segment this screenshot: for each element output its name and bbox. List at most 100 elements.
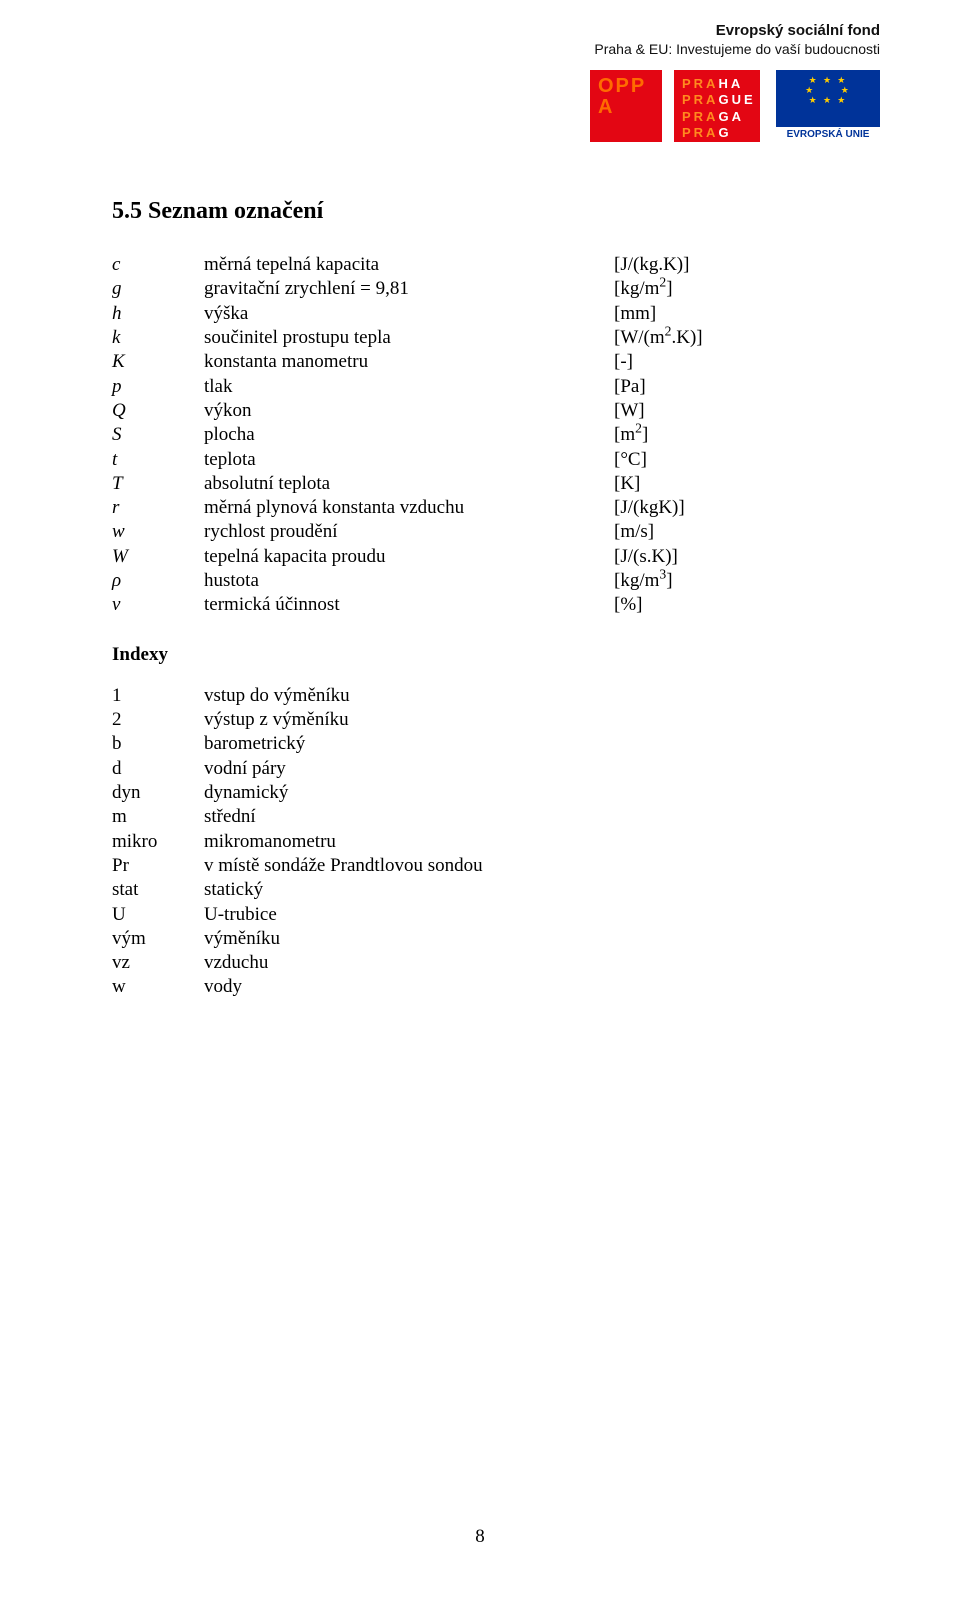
page-number: 8 — [0, 1526, 960, 1548]
symbol-row: hvýška[mm] — [112, 302, 703, 326]
index-symbol: U — [112, 903, 204, 927]
praha-l3b: GA — [718, 109, 744, 124]
index-desc: statický — [204, 878, 483, 902]
symbol-row: wrychlost proudění[m/s] — [112, 520, 703, 544]
index-row: UU-trubice — [112, 903, 483, 927]
symbols-table: cměrná tepelná kapacita[J/(kg.K)]ggravit… — [112, 253, 703, 618]
symbol-row: Wtepelná kapacita proudu[J/(s.K)] — [112, 545, 703, 569]
index-desc: mikromanometru — [204, 830, 483, 854]
index-desc: barometrický — [204, 732, 483, 756]
index-symbol: b — [112, 732, 204, 756]
symbol-desc: měrná plynová konstanta vzduchu — [204, 496, 614, 520]
symbol-unit: [-] — [614, 350, 703, 374]
praha-l2b: GUE — [718, 92, 755, 107]
symbol-row: tteplota[°C] — [112, 448, 703, 472]
index-row: dvodní páry — [112, 757, 483, 781]
index-symbol: m — [112, 805, 204, 829]
eu-label: EVROPSKÁ UNIE — [776, 127, 880, 142]
symbol-cell: S — [112, 423, 204, 447]
symbol-unit: [W/(m2.K)] — [614, 326, 703, 350]
index-symbol: Pr — [112, 854, 204, 878]
symbol-unit: [mm] — [614, 302, 703, 326]
symbol-unit: [m2] — [614, 423, 703, 447]
symbol-cell: k — [112, 326, 204, 350]
opp-logo-line-1: OPP — [598, 76, 654, 97]
index-row: wvody — [112, 975, 483, 999]
symbol-desc: měrná tepelná kapacita — [204, 253, 614, 277]
section-title: 5.5 Seznam označení — [112, 198, 880, 225]
symbol-cell: Q — [112, 399, 204, 423]
index-desc: výstup z výměníku — [204, 708, 483, 732]
symbol-unit: [kg/m2] — [614, 277, 703, 301]
index-row: mikromikromanometru — [112, 830, 483, 854]
symbol-unit: [m/s] — [614, 520, 703, 544]
praha-l3a: PRA — [682, 109, 718, 124]
logo-row: OPP A PRAHA PRAGUE PRAGA PRAG ★ ★ ★★ ★★ … — [590, 70, 880, 142]
symbol-cell: T — [112, 472, 204, 496]
index-row: výmvýměníku — [112, 927, 483, 951]
opp-logo-line-2: A — [598, 97, 654, 118]
index-desc: výměníku — [204, 927, 483, 951]
symbol-desc: konstanta manometru — [204, 350, 614, 374]
symbol-row: ptlak[Pa] — [112, 375, 703, 399]
index-row: vzvzduchu — [112, 951, 483, 975]
symbol-desc: gravitační zrychlení = 9,81 — [204, 277, 614, 301]
symbol-row: cměrná tepelná kapacita[J/(kg.K)] — [112, 253, 703, 277]
symbol-cell: W — [112, 545, 204, 569]
symbol-row: ggravitační zrychlení = 9,81[kg/m2] — [112, 277, 703, 301]
praha-logo: PRAHA PRAGUE PRAGA PRAG — [674, 70, 760, 142]
symbol-cell: r — [112, 496, 204, 520]
symbol-cell: ν — [112, 593, 204, 617]
symbol-unit: [kg/m3] — [614, 569, 703, 593]
index-row: statstatický — [112, 878, 483, 902]
header-line-1: Evropský sociální fond — [594, 22, 880, 39]
eu-stars-icon: ★ ★ ★★ ★★ ★ ★ — [776, 76, 880, 106]
eu-flag-logo: ★ ★ ★★ ★★ ★ ★ EVROPSKÁ UNIE — [772, 70, 880, 142]
symbol-desc: termická účinnost — [204, 593, 614, 617]
symbol-desc: rychlost proudění — [204, 520, 614, 544]
index-row: dyndynamický — [112, 781, 483, 805]
document-content: 5.5 Seznam označení cměrná tepelná kapac… — [112, 198, 880, 1000]
symbol-unit: [Pa] — [614, 375, 703, 399]
index-desc: dynamický — [204, 781, 483, 805]
index-symbol: stat — [112, 878, 204, 902]
index-symbol: vým — [112, 927, 204, 951]
symbol-unit: [J/(s.K)] — [614, 545, 703, 569]
symbol-row: νtermická účinnost[%] — [112, 593, 703, 617]
symbol-desc: výška — [204, 302, 614, 326]
index-symbol: mikro — [112, 830, 204, 854]
symbol-desc: plocha — [204, 423, 614, 447]
symbol-row: Qvýkon[W] — [112, 399, 703, 423]
symbol-cell: t — [112, 448, 204, 472]
symbol-cell: g — [112, 277, 204, 301]
index-symbol: d — [112, 757, 204, 781]
symbol-unit: [J/(kgK)] — [614, 496, 703, 520]
index-desc: vodní páry — [204, 757, 483, 781]
indexes-table: 1vstup do výměníku2výstup z výměníkubbar… — [112, 684, 483, 1000]
symbol-row: ρhustota[kg/m3] — [112, 569, 703, 593]
symbol-row: ksoučinitel prostupu tepla[W/(m2.K)] — [112, 326, 703, 350]
symbol-cell: h — [112, 302, 204, 326]
symbol-unit: [J/(kg.K)] — [614, 253, 703, 277]
index-symbol: w — [112, 975, 204, 999]
index-row: 2výstup z výměníku — [112, 708, 483, 732]
symbol-row: Kkonstanta manometru[-] — [112, 350, 703, 374]
symbol-unit: [W] — [614, 399, 703, 423]
praha-l4a: PRA — [682, 125, 718, 140]
index-row: bbarometrický — [112, 732, 483, 756]
symbol-desc: teplota — [204, 448, 614, 472]
index-desc: střední — [204, 805, 483, 829]
index-desc: vstup do výměníku — [204, 684, 483, 708]
symbol-row: Splocha[m2] — [112, 423, 703, 447]
symbol-desc: výkon — [204, 399, 614, 423]
symbol-unit: [°C] — [614, 448, 703, 472]
symbol-row: Tabsolutní teplota[K] — [112, 472, 703, 496]
index-row: 1vstup do výměníku — [112, 684, 483, 708]
symbol-desc: tlak — [204, 375, 614, 399]
symbol-row: rměrná plynová konstanta vzduchu[J/(kgK)… — [112, 496, 703, 520]
index-symbol: dyn — [112, 781, 204, 805]
index-symbol: 1 — [112, 684, 204, 708]
index-desc: v místě sondáže Prandtlovou sondou — [204, 854, 483, 878]
index-row: mstřední — [112, 805, 483, 829]
symbol-cell: K — [112, 350, 204, 374]
